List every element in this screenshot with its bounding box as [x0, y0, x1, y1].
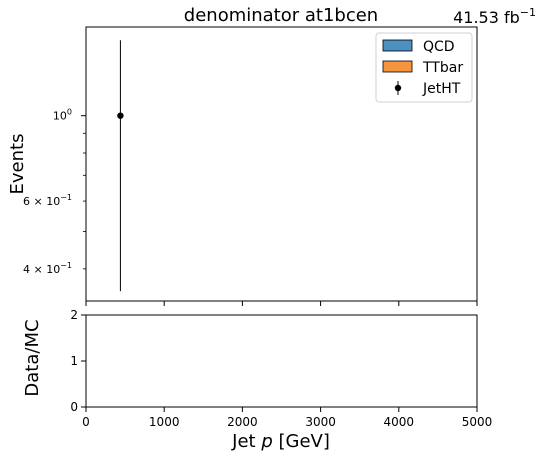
- legend-entry-jetht: JetHT: [394, 81, 461, 97]
- jetht-data-point: [117, 112, 124, 119]
- x-axis-label-text: Jet: [231, 431, 261, 452]
- legend-entry-qcd: QCD: [382, 39, 455, 55]
- ratio-y-tick-label: 2: [70, 308, 78, 322]
- ratio-x-tick-label: 2000: [227, 415, 258, 429]
- ratio-y-tick-label: 1: [70, 354, 78, 368]
- main-x-ticks: [85, 301, 478, 306]
- main-data-layer: [117, 40, 124, 292]
- main-y-axis-label: Events: [7, 134, 28, 195]
- ratio-y-ticks: 0 1 2: [70, 308, 86, 414]
- main-y-minor-tick-label-exponent: −1: [60, 193, 72, 202]
- legend-label-qcd: QCD: [423, 39, 455, 55]
- ratio-x-tick-label: 1000: [149, 415, 180, 429]
- x-axis-label: Jet p [GeV]: [231, 431, 330, 452]
- ratio-panel: 0 1000 2000 3000 4000 5000 0 1 2 Data/MC Jet p …: [22, 308, 492, 452]
- ratio-x-tick-label: 3000: [305, 415, 336, 429]
- main-y-tick-label-exponent: 0: [67, 108, 72, 117]
- x-axis-label-variable: p: [260, 431, 272, 452]
- chart-title: denominator at1bcen: [184, 5, 378, 26]
- main-y-minor-tick-label-exponent: −1: [60, 261, 72, 270]
- legend-marker-jetht: [394, 84, 402, 92]
- main-y-tick-label: 100: [53, 108, 72, 123]
- ratio-x-tick-label: 0: [82, 415, 90, 429]
- legend-entry-ttbar: TTbar: [382, 60, 463, 76]
- luminosity-exponent: −1: [520, 6, 536, 19]
- legend-label-ttbar: TTbar: [422, 60, 463, 76]
- ratio-x-tick-label: 4000: [384, 415, 415, 429]
- ratio-y-axis-label: Data/MC: [22, 319, 43, 396]
- legend-swatch-ttbar: [382, 60, 413, 73]
- ratio-plot-area: [85, 314, 478, 408]
- legend: QCD TTbar JetHT: [375, 32, 473, 103]
- ratio-y-tick-label: 0: [70, 400, 78, 414]
- luminosity-label: 41.53 fb−1: [453, 6, 536, 27]
- x-axis-label-unit: [GeV]: [273, 431, 330, 452]
- main-y-minor-tick-label: 6 × 10−1: [23, 193, 72, 208]
- main-y-minor-tick-label: 4 × 10−1: [23, 261, 72, 276]
- main-y-minor-tick-label-base: 6 × 10: [23, 195, 60, 208]
- ratio-x-tick-label: 5000: [462, 415, 493, 429]
- ratio-x-ticks: 0 1000 2000 3000 4000 5000: [82, 407, 492, 429]
- main-y-tick-label-base: 10: [53, 110, 67, 123]
- main-y-minor-tick-label-base: 4 × 10: [23, 263, 60, 276]
- luminosity-value: 41.53 fb: [453, 8, 520, 27]
- legend-swatch-qcd: [382, 39, 413, 52]
- legend-label-jetht: JetHT: [422, 81, 461, 97]
